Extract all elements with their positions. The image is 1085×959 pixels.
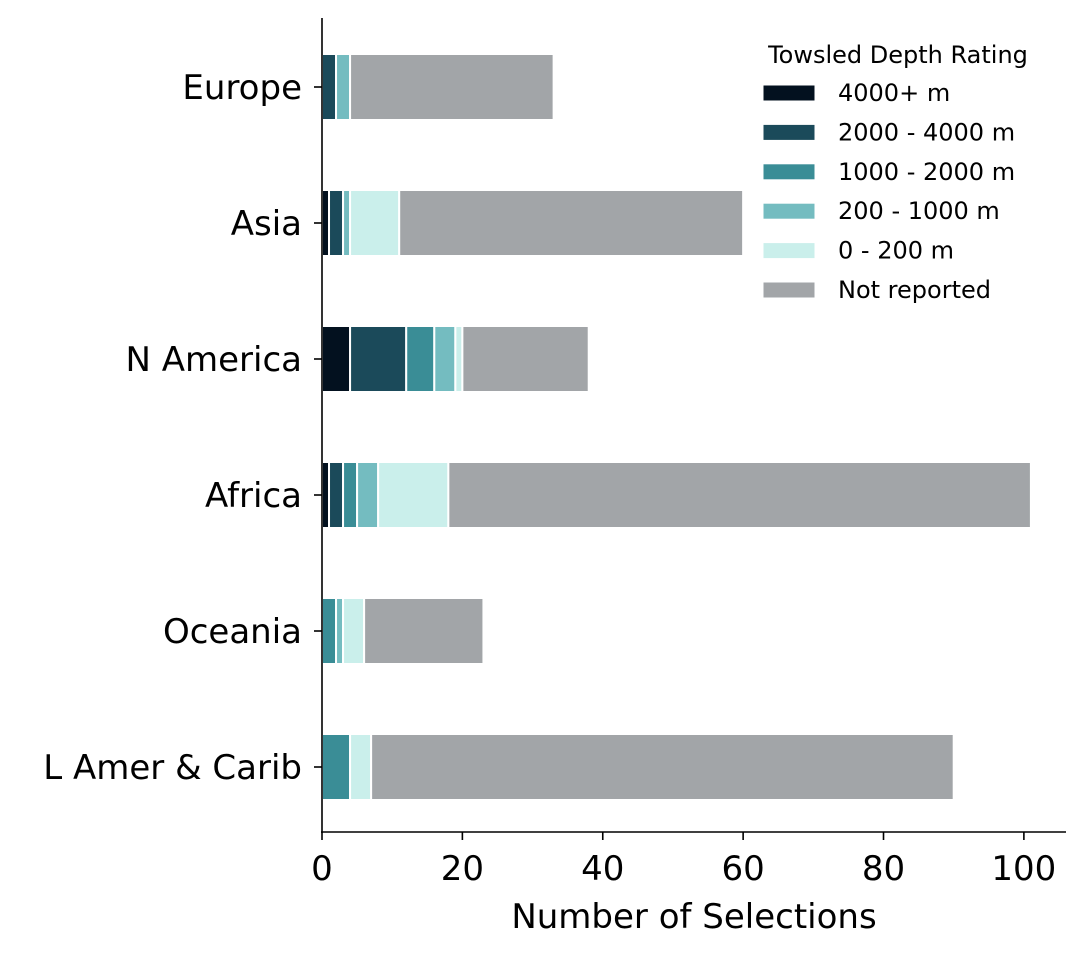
legend-entry-label: 0 - 200 m <box>838 237 954 265</box>
legend-swatch <box>762 242 816 260</box>
x-tick-label: 60 <box>721 849 764 889</box>
bar-segment <box>377 461 450 529</box>
y-tick-label: N America <box>126 340 303 380</box>
axes-layer <box>321 18 1066 833</box>
bars-layer <box>321 53 1032 801</box>
x-axis-label: Number of Selections <box>511 897 876 937</box>
legend-entry-label: 200 - 1000 m <box>838 197 1000 225</box>
bar-segment <box>342 189 352 257</box>
bar-segment <box>370 733 955 801</box>
bar-segment <box>356 461 380 529</box>
bar-segment <box>321 733 352 801</box>
legend-swatch <box>762 84 816 102</box>
x-tick-label: 80 <box>862 849 905 889</box>
legend-title: Towsled Depth Rating <box>767 41 1028 69</box>
bar-segment <box>335 597 345 665</box>
bar-segment <box>398 189 745 257</box>
legend-swatch <box>762 202 816 220</box>
x-tick-label: 20 <box>441 849 484 889</box>
legend: Towsled Depth Rating 4000+ m 2000 - 4000 … <box>745 35 1063 313</box>
bar-segment <box>342 597 366 665</box>
y-tick-label: Asia <box>231 204 302 244</box>
bar-segment <box>433 325 457 393</box>
y-tick-label: Oceania <box>163 612 302 652</box>
bar-segment <box>405 325 436 393</box>
y-tick-label: Africa <box>205 476 302 516</box>
legend-entry-label: Not reported <box>838 276 991 304</box>
bar-segment <box>461 325 590 393</box>
bar-segment <box>349 325 408 393</box>
y-tick-label: Europe <box>182 68 302 108</box>
bar-segment <box>349 733 373 801</box>
bar-segment <box>321 461 331 529</box>
bar-segment <box>363 597 485 665</box>
bar-segment <box>321 189 331 257</box>
legend-entry-label: 2000 - 4000 m <box>838 118 1015 146</box>
bar-segment <box>349 189 401 257</box>
bar-segment <box>321 53 338 121</box>
bar-segment <box>321 325 352 393</box>
bar-segment <box>335 53 352 121</box>
bar-segment <box>349 53 555 121</box>
y-tick-label: L Amer & Carib <box>43 748 302 788</box>
bar-segment <box>454 325 464 393</box>
bar-segment <box>447 461 1032 529</box>
x-tick-label: 100 <box>991 849 1056 889</box>
bar-segment <box>328 189 345 257</box>
ticks-layer: Europe Asia N America Africa Oceania L Amer &… <box>43 68 1056 889</box>
legend-entry-label: 1000 - 2000 m <box>838 158 1015 186</box>
bar-segment <box>342 461 359 529</box>
x-tick-label: 0 <box>311 849 333 889</box>
legend-entry-label: 4000+ m <box>838 79 950 107</box>
legend-swatch <box>762 163 816 181</box>
x-tick-label: 40 <box>581 849 624 889</box>
legend-swatch <box>762 123 816 141</box>
legend-swatch <box>762 281 816 299</box>
bar-segment <box>328 461 345 529</box>
bar-segment <box>321 597 338 665</box>
